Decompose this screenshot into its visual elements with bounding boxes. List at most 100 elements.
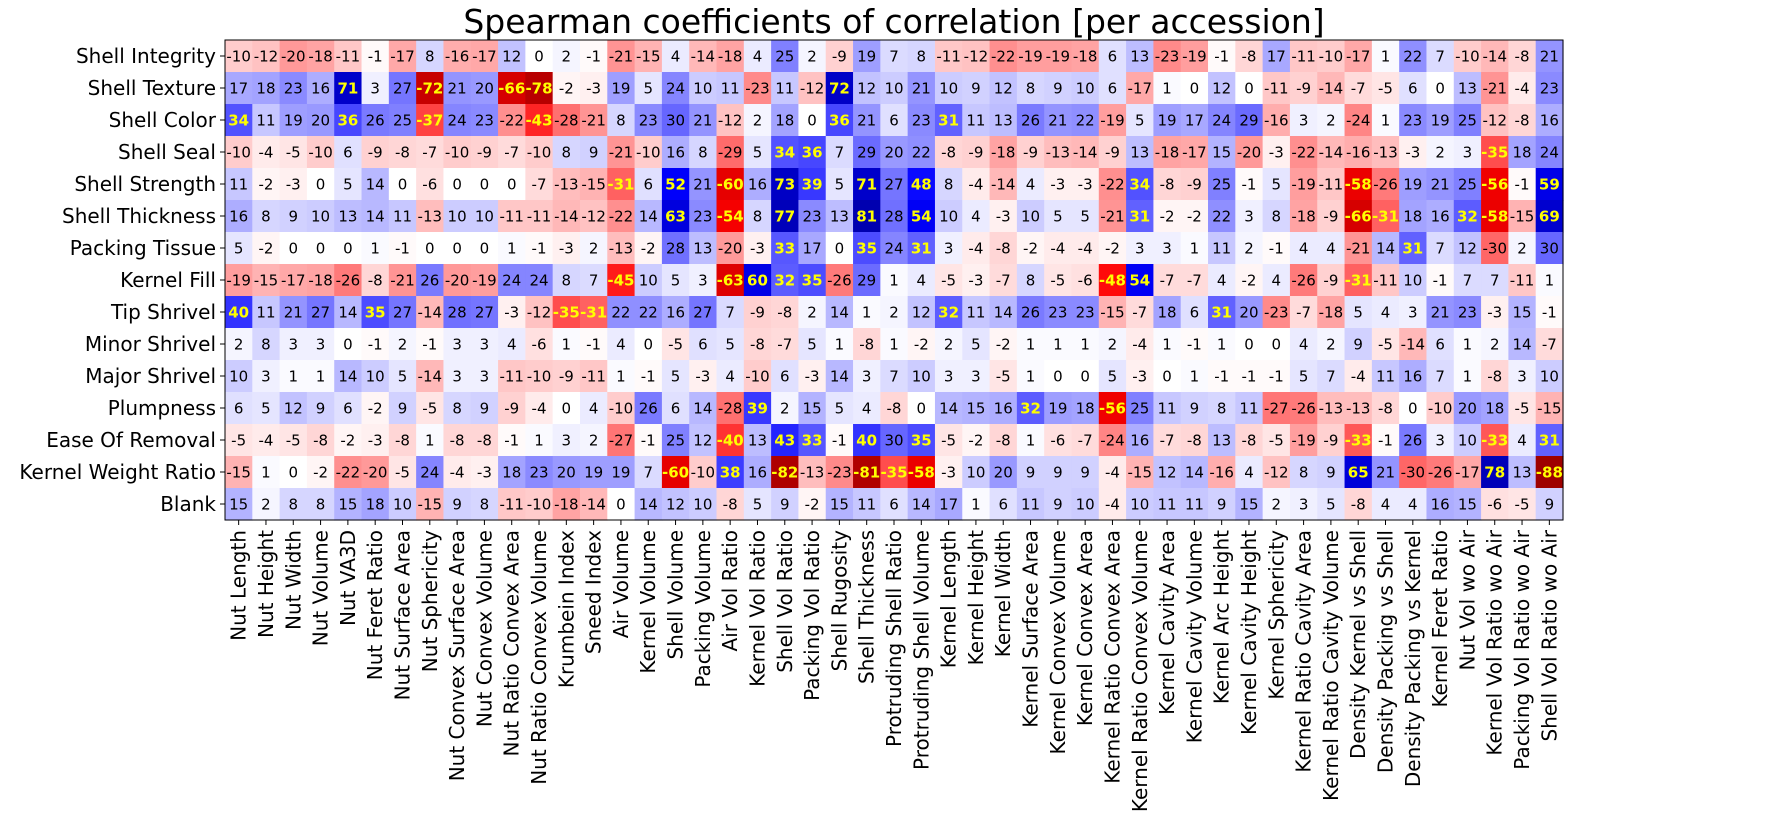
heatmap-cell xyxy=(1481,424,1509,457)
cell-value-label: 26 xyxy=(366,112,385,130)
heatmap-cell xyxy=(989,456,1018,489)
heatmap-cell xyxy=(334,168,363,201)
heatmap-cell xyxy=(1098,488,1127,521)
heatmap-cell xyxy=(279,168,308,201)
cell-value-label: 18 xyxy=(1403,208,1422,226)
cell-value-label: -19 xyxy=(1291,176,1316,194)
cell-value-label: 23 xyxy=(1048,304,1067,322)
heatmap-cell xyxy=(1126,232,1155,265)
heatmap-cell xyxy=(853,136,881,169)
x-tick-label: Density Kernel vs Shell xyxy=(1346,530,1370,759)
heatmap-cell xyxy=(1180,296,1209,329)
cell-value-label: 4 xyxy=(1299,336,1309,354)
cell-value-label: 10 xyxy=(912,368,931,386)
cell-value-label: 8 xyxy=(562,144,572,162)
cell-value-label: 26 xyxy=(639,400,658,418)
heatmap-cell xyxy=(1098,328,1127,361)
heatmap-cell xyxy=(1508,392,1537,425)
heatmap-cell xyxy=(1126,200,1155,233)
heatmap-cell xyxy=(306,360,335,393)
cell-value-label: 63 xyxy=(665,208,686,226)
cell-value-label: 0 xyxy=(288,240,298,258)
cell-value-label: 12 xyxy=(857,80,876,98)
heatmap-cell xyxy=(934,72,963,105)
cell-value-label: 2 xyxy=(589,432,599,450)
heatmap-cell xyxy=(225,264,253,297)
heatmap-cell xyxy=(907,40,936,73)
x-tick-label: Krumbein Index xyxy=(554,530,578,688)
cell-value-label: -7 xyxy=(1160,272,1175,290)
heatmap-cell xyxy=(689,264,718,297)
heatmap-cell xyxy=(525,72,554,105)
heatmap-cell xyxy=(607,168,636,201)
cell-value-label: -1 xyxy=(1214,48,1229,66)
heatmap-cell xyxy=(1344,168,1373,201)
x-tick-label: Shell Thickness xyxy=(855,530,879,684)
heatmap-cell xyxy=(334,72,363,105)
cell-value-label: 9 xyxy=(1053,80,1063,98)
cell-value-label: -10 xyxy=(1455,48,1480,66)
cell-value-label: 0 xyxy=(1244,80,1254,98)
heatmap-cell xyxy=(1535,168,1564,201)
heatmap-cell xyxy=(743,232,772,265)
cell-value-label: 31 xyxy=(938,112,959,130)
cell-value-label: 28 xyxy=(448,304,467,322)
cell-value-label: -10 xyxy=(527,368,552,386)
cell-value-label: 81 xyxy=(856,208,877,226)
heatmap-cell xyxy=(1235,328,1264,361)
cell-value-label: 5 xyxy=(671,368,681,386)
cell-value-label: 3 xyxy=(452,336,462,354)
cell-value-label: -17 xyxy=(472,48,497,66)
cell-value-label: 32 xyxy=(1020,400,1041,418)
cell-value-label: 5 xyxy=(725,336,735,354)
cell-value-label: -40 xyxy=(717,432,744,450)
heatmap-cell xyxy=(1426,360,1455,393)
cell-value-label: -8 xyxy=(941,144,956,162)
cell-value-label: -19 xyxy=(1182,48,1207,66)
cell-value-label: 10 xyxy=(475,208,494,226)
heatmap-cell xyxy=(743,72,772,105)
heatmap-cell xyxy=(907,328,936,361)
cell-value-label: 1 xyxy=(1190,240,1200,258)
heatmap-cell xyxy=(1344,72,1373,105)
cell-value-label: -8 xyxy=(859,336,874,354)
heatmap-cell xyxy=(1262,104,1291,137)
cell-value-label: 10 xyxy=(1076,496,1095,514)
heatmap-cell xyxy=(1481,456,1509,489)
cell-value-label: -1 xyxy=(504,432,519,450)
cell-value-label: 17 xyxy=(1185,112,1204,130)
cell-value-label: -60 xyxy=(717,176,744,194)
cell-value-label: 17 xyxy=(229,80,248,98)
heatmap-cell xyxy=(989,296,1018,329)
cell-value-label: 60 xyxy=(747,272,768,290)
heatmap-cell xyxy=(1262,136,1291,169)
heatmap-cell xyxy=(279,264,308,297)
heatmap-cell xyxy=(252,456,281,489)
cell-value-label: 6 xyxy=(343,400,353,418)
cell-value-label: -82 xyxy=(771,464,798,482)
heatmap-cell xyxy=(225,424,253,457)
heatmap-cell xyxy=(634,488,663,521)
cell-value-label: -4 xyxy=(1078,240,1093,258)
heatmap-cell xyxy=(1180,424,1209,457)
cell-value-label: 9 xyxy=(589,144,599,162)
heatmap-cell xyxy=(525,488,554,521)
cell-value-label: 30 xyxy=(884,432,903,450)
cell-value-label: -15 xyxy=(1100,304,1125,322)
cell-value-label: 3 xyxy=(261,368,271,386)
cell-value-label: 12 xyxy=(1158,464,1177,482)
heatmap-cell xyxy=(989,488,1018,521)
heatmap-cell xyxy=(661,200,690,233)
heatmap-cell xyxy=(634,200,663,233)
heatmap-cell xyxy=(853,488,881,521)
heatmap-cell xyxy=(1098,424,1127,457)
heatmap-cell xyxy=(1317,488,1346,521)
cell-value-label: 22 xyxy=(1403,48,1422,66)
heatmap-cell xyxy=(825,264,854,297)
heatmap-cell xyxy=(798,232,827,265)
heatmap-cell xyxy=(689,168,718,201)
cell-value-label: 14 xyxy=(366,208,385,226)
cell-value-label: 20 xyxy=(557,464,576,482)
cell-value-label: 27 xyxy=(393,80,412,98)
heatmap-cell xyxy=(334,424,363,457)
